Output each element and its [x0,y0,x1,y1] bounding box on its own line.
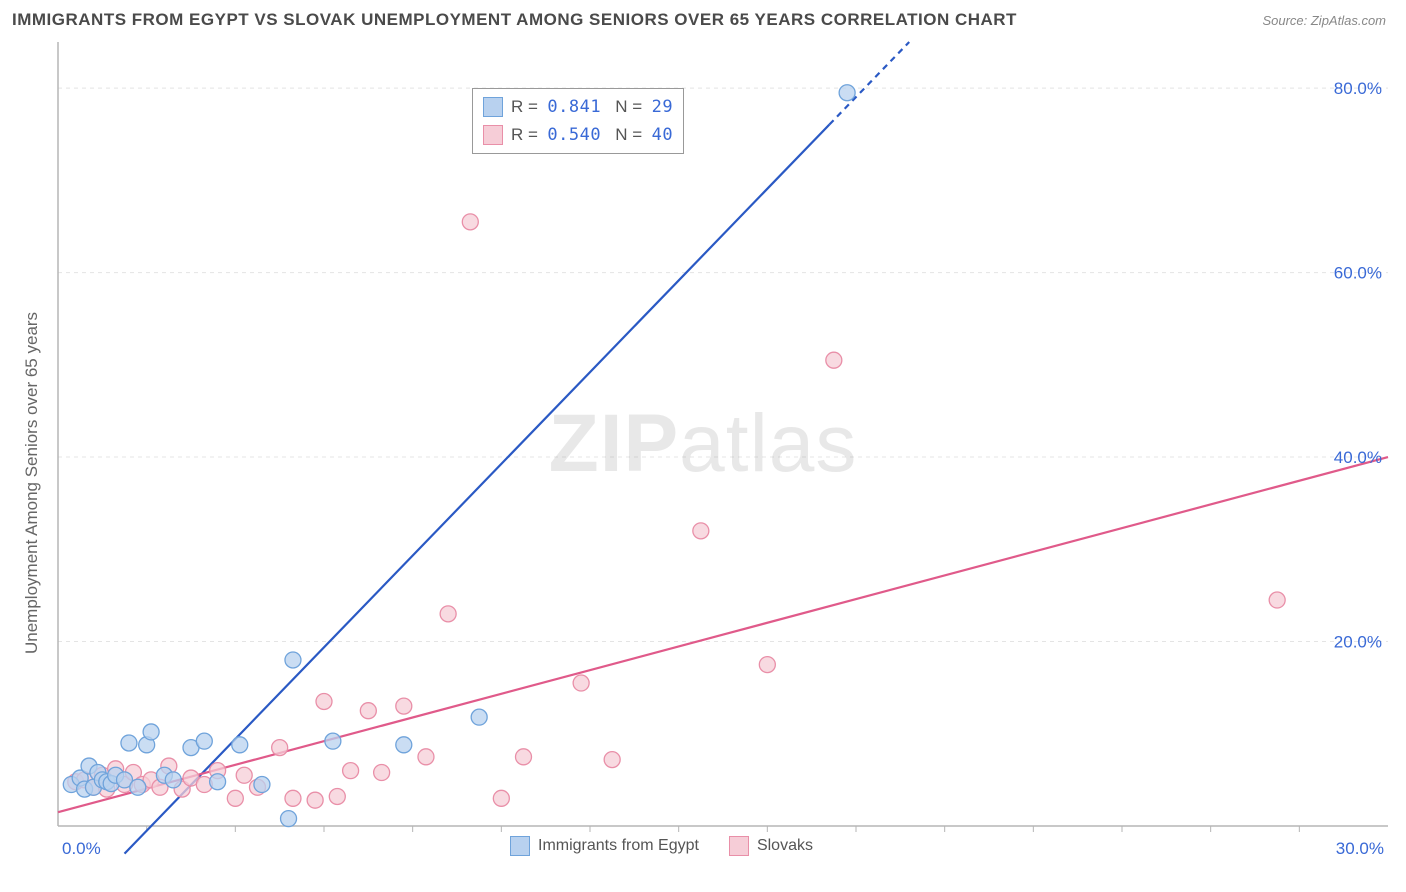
legend-stats: R = 0.841 N = 29 [511,93,673,121]
source-label: Source: ZipAtlas.com [1262,13,1386,28]
svg-text:30.0%: 30.0% [1336,839,1384,858]
svg-text:60.0%: 60.0% [1334,264,1382,283]
legend-row: R = 0.841 N = 29 [483,93,673,121]
series-name: Immigrants from Egypt [538,837,699,855]
legend-row: R = 0.540 N = 40 [483,121,673,149]
svg-text:80.0%: 80.0% [1334,79,1382,98]
chart-header: IMMIGRANTS FROM EGYPT VS SLOVAK UNEMPLOY… [0,0,1406,36]
series-legend-item: Immigrants from Egypt [510,836,699,856]
chart-title: IMMIGRANTS FROM EGYPT VS SLOVAK UNEMPLOY… [12,10,1017,30]
svg-text:0.0%: 0.0% [62,839,101,858]
series-legend-item: Slovaks [729,836,813,856]
scatter-chart: 20.0% 40.0% 60.0% 80.0% 0.0% 30.0% [0,36,1406,866]
y-axis-label: Unemployment Among Seniors over 65 years [22,311,42,653]
svg-text:20.0%: 20.0% [1334,633,1382,652]
legend-swatch [510,836,530,856]
series-legend: Immigrants from Egypt Slovaks [510,836,813,856]
legend-swatch [729,836,749,856]
correlation-legend: R = 0.841 N = 29R = 0.540 N = 40 [472,88,684,154]
series-name: Slovaks [757,837,813,855]
chart-container: 20.0%40.0%60.0%80.0%0.0%30.0% ZIPatlas R… [0,36,1406,886]
legend-swatch [483,125,503,145]
legend-stats: R = 0.540 N = 40 [511,121,673,149]
svg-text:40.0%: 40.0% [1334,448,1382,467]
legend-swatch [483,97,503,117]
